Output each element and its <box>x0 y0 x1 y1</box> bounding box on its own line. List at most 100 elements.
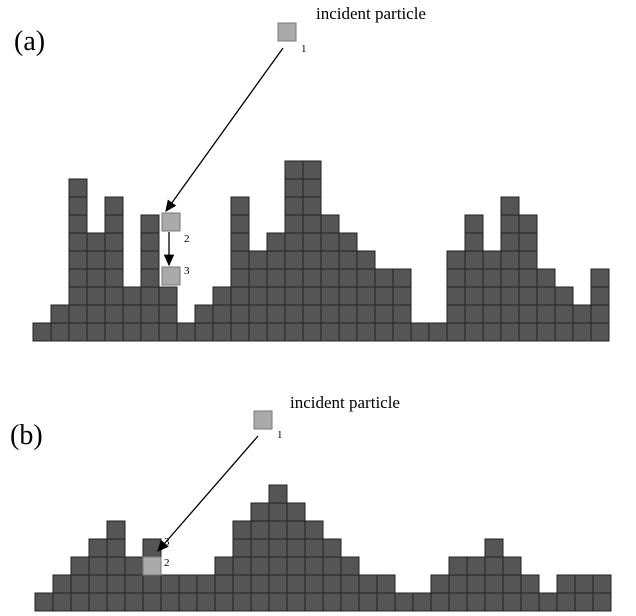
panel-a: (a) incident particle 1 2 3 <box>14 4 610 342</box>
cell <box>392 286 412 306</box>
cell <box>394 592 414 612</box>
cell <box>574 574 594 594</box>
cell <box>178 592 198 612</box>
cell <box>52 574 72 594</box>
cell <box>248 304 268 324</box>
cell <box>518 250 538 270</box>
cell <box>482 286 502 306</box>
cell <box>250 520 270 540</box>
cell <box>518 268 538 288</box>
cell <box>106 592 126 612</box>
cell <box>70 556 90 576</box>
cell <box>430 574 450 594</box>
cell <box>248 250 268 270</box>
panel-label: (a) <box>14 26 45 57</box>
cell <box>358 574 378 594</box>
cell <box>410 322 430 342</box>
cell <box>230 250 250 270</box>
cell <box>232 520 252 540</box>
cell <box>158 304 178 324</box>
cell <box>320 232 340 252</box>
cell <box>104 304 124 324</box>
cell <box>590 268 610 288</box>
cell <box>338 322 358 342</box>
cell <box>322 574 342 594</box>
cell <box>484 538 504 558</box>
cell <box>338 286 358 306</box>
cell <box>286 574 306 594</box>
cell <box>68 304 88 324</box>
cell <box>518 232 538 252</box>
cell <box>140 268 160 288</box>
cell <box>538 592 558 612</box>
cell <box>340 574 360 594</box>
particle <box>142 556 162 576</box>
arrow <box>165 47 284 213</box>
cell <box>520 574 540 594</box>
cell <box>304 592 324 612</box>
cell <box>88 556 108 576</box>
cell <box>322 592 342 612</box>
cell <box>142 538 162 558</box>
cell <box>68 196 88 216</box>
cell <box>178 574 198 594</box>
cell <box>374 286 394 306</box>
step-label: 2 <box>164 557 170 569</box>
cell <box>230 304 250 324</box>
cell <box>464 304 484 324</box>
cell <box>464 214 484 234</box>
cell <box>122 304 142 324</box>
cell <box>140 214 160 234</box>
cell <box>106 556 126 576</box>
cell <box>302 250 322 270</box>
cell <box>464 232 484 252</box>
cell <box>356 268 376 288</box>
cell <box>140 322 160 342</box>
cell <box>500 196 520 216</box>
cell <box>104 232 124 252</box>
cell <box>464 268 484 288</box>
cell <box>446 322 466 342</box>
cell <box>518 214 538 234</box>
cell <box>302 268 322 288</box>
cell <box>284 286 304 306</box>
cell <box>284 304 304 324</box>
cell <box>338 304 358 324</box>
cell <box>266 322 286 342</box>
cell <box>554 322 574 342</box>
cell <box>158 286 178 306</box>
cell <box>518 286 538 306</box>
cell <box>104 268 124 288</box>
step-label: 2 <box>184 233 190 245</box>
cell <box>358 592 378 612</box>
cell <box>68 286 88 306</box>
cell <box>464 250 484 270</box>
cell <box>248 322 268 342</box>
cell <box>446 286 466 306</box>
particle <box>161 212 181 232</box>
cell <box>212 304 232 324</box>
cell <box>160 574 180 594</box>
cell <box>160 592 180 612</box>
cell <box>176 322 196 342</box>
cell <box>266 304 286 324</box>
cell <box>338 250 358 270</box>
cell <box>590 322 610 342</box>
cell <box>68 268 88 288</box>
cell <box>392 304 412 324</box>
cell <box>320 214 340 234</box>
cell <box>320 250 340 270</box>
cell <box>302 322 322 342</box>
cell <box>464 322 484 342</box>
cell <box>52 592 72 612</box>
cell <box>196 574 216 594</box>
cell <box>268 592 288 612</box>
cell <box>518 304 538 324</box>
cell <box>502 556 522 576</box>
cell <box>230 232 250 252</box>
cell <box>50 322 70 342</box>
cell <box>248 286 268 306</box>
cell <box>302 286 322 306</box>
cell <box>484 556 504 576</box>
